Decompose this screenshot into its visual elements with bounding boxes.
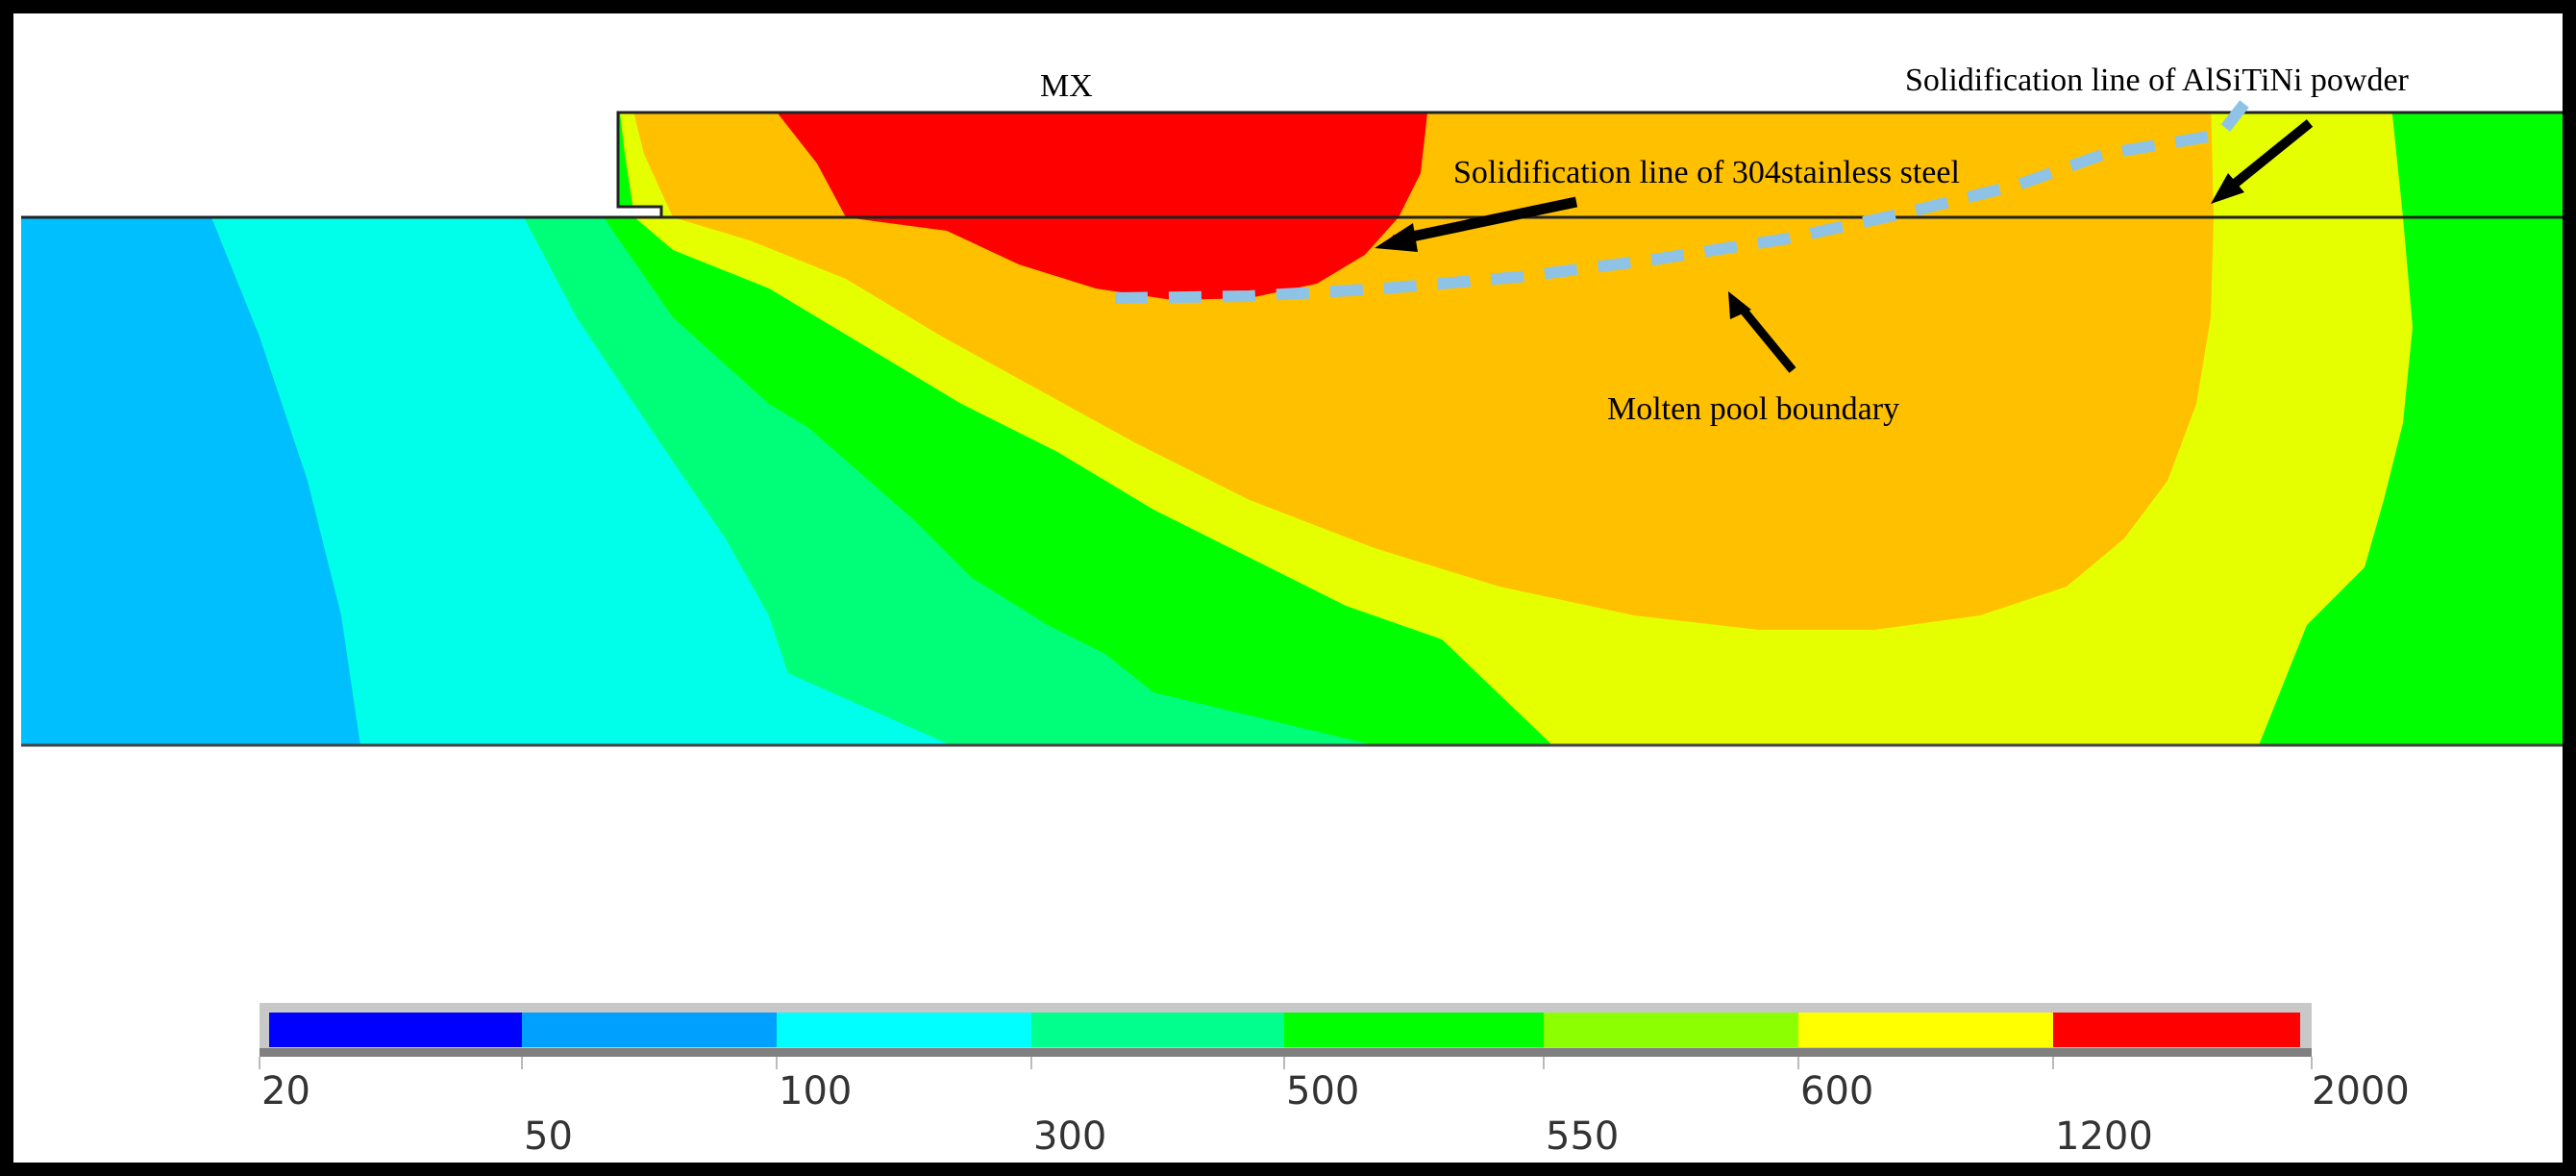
legend-band-20-50 bbox=[269, 1013, 522, 1047]
legend-band-550-600 bbox=[1544, 1013, 1798, 1047]
legend-tick-1200: 1200 bbox=[2055, 1114, 2153, 1159]
label-solidification-powder: Solidification line of AlSiTiNi powder bbox=[1905, 63, 2410, 98]
region-cyan bbox=[178, 113, 952, 745]
legend-tick-2000: 2000 bbox=[2312, 1069, 2410, 1113]
legend-tick-20: 20 bbox=[261, 1069, 310, 1113]
arrow-steel bbox=[1375, 196, 1578, 252]
label-solidification-steel: Solidification line of 304stainless stee… bbox=[1453, 155, 1960, 190]
legend-tick-50: 50 bbox=[524, 1114, 573, 1159]
legend-band-600-1200 bbox=[1798, 1013, 2053, 1047]
clad-outline bbox=[616, 111, 2563, 217]
color-legend: 20 100 500 600 2000 50 300 550 1200 bbox=[259, 1003, 2410, 1159]
legend-tick-600: 600 bbox=[1800, 1069, 1873, 1113]
legend-band-300-500 bbox=[1031, 1013, 1284, 1047]
legend-band-500-550 bbox=[1284, 1013, 1544, 1047]
arrow-molten-pool bbox=[1728, 291, 1796, 373]
legend-tick-500: 500 bbox=[1286, 1069, 1359, 1113]
label-mx: MX bbox=[1040, 68, 1093, 104]
solidification-dashed-line bbox=[1114, 100, 2249, 304]
region-blue bbox=[21, 113, 360, 745]
legend-tick-550: 550 bbox=[1546, 1114, 1619, 1159]
region-green-sliver bbox=[604, 217, 1552, 745]
legend-band-100-300 bbox=[777, 1013, 1031, 1047]
label-molten-pool-boundary: Molten pool boundary bbox=[1607, 391, 1899, 427]
legend-band-1200-2000 bbox=[2053, 1013, 2300, 1047]
region-red bbox=[764, 113, 1429, 300]
arrow-powder bbox=[2211, 119, 2314, 204]
legend-tick-100: 100 bbox=[779, 1069, 852, 1113]
legend-band-50-100 bbox=[522, 1013, 777, 1047]
legend-tick-300: 300 bbox=[1033, 1114, 1106, 1159]
